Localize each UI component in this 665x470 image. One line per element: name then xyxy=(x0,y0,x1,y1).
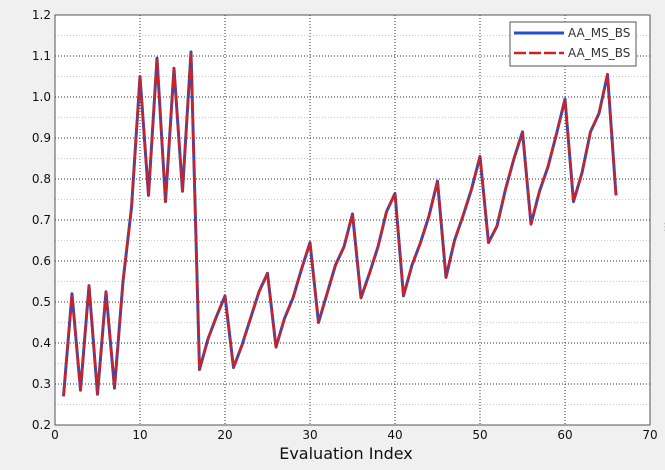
legend-label: AA_MS_BS xyxy=(568,46,630,60)
legend: AA_MS_BS AA_MS_BS xyxy=(509,21,637,67)
y-tick-label: 0.5 xyxy=(32,295,51,309)
plot-border xyxy=(54,14,651,426)
x-axis-label: Evaluation Index xyxy=(279,444,413,463)
y-tick-label: 0.8 xyxy=(32,172,51,186)
tick-labels: 0.2 0.3 0.4 0.5 0.6 0.7 0.8 0.9 1.0 1.1 1.2 0 10 20 30… xyxy=(32,8,658,442)
series-lines xyxy=(62,50,618,397)
legend-label: AA_MS_BS xyxy=(568,26,630,40)
resize-grip-icon[interactable]: ⋮ xyxy=(660,222,665,233)
x-tick-label: 20 xyxy=(217,428,232,442)
y-tick-label: 0.9 xyxy=(32,131,51,145)
x-tick-label: 60 xyxy=(557,428,572,442)
legend-box xyxy=(509,21,637,67)
y-tick-label: 0.3 xyxy=(32,377,51,391)
x-tick-label: 50 xyxy=(472,428,487,442)
x-tick-label: 30 xyxy=(302,428,317,442)
y-tick-label: 0.4 xyxy=(32,336,51,350)
y-tick-label: 0.7 xyxy=(32,213,51,227)
y-tick-label: 0.2 xyxy=(32,418,51,432)
x-tick-label: 40 xyxy=(387,428,402,442)
x-tick-label: 0 xyxy=(51,428,59,442)
y-tick-label: 1.0 xyxy=(32,90,51,104)
x-tick-label: 10 xyxy=(132,428,147,442)
y-tick-label: 1.2 xyxy=(32,8,51,22)
y-tick-label: 1.1 xyxy=(32,49,51,63)
series-line-1 xyxy=(62,50,618,397)
x-tick-label: 70 xyxy=(642,428,657,442)
y-tick-label: 0.6 xyxy=(32,254,51,268)
